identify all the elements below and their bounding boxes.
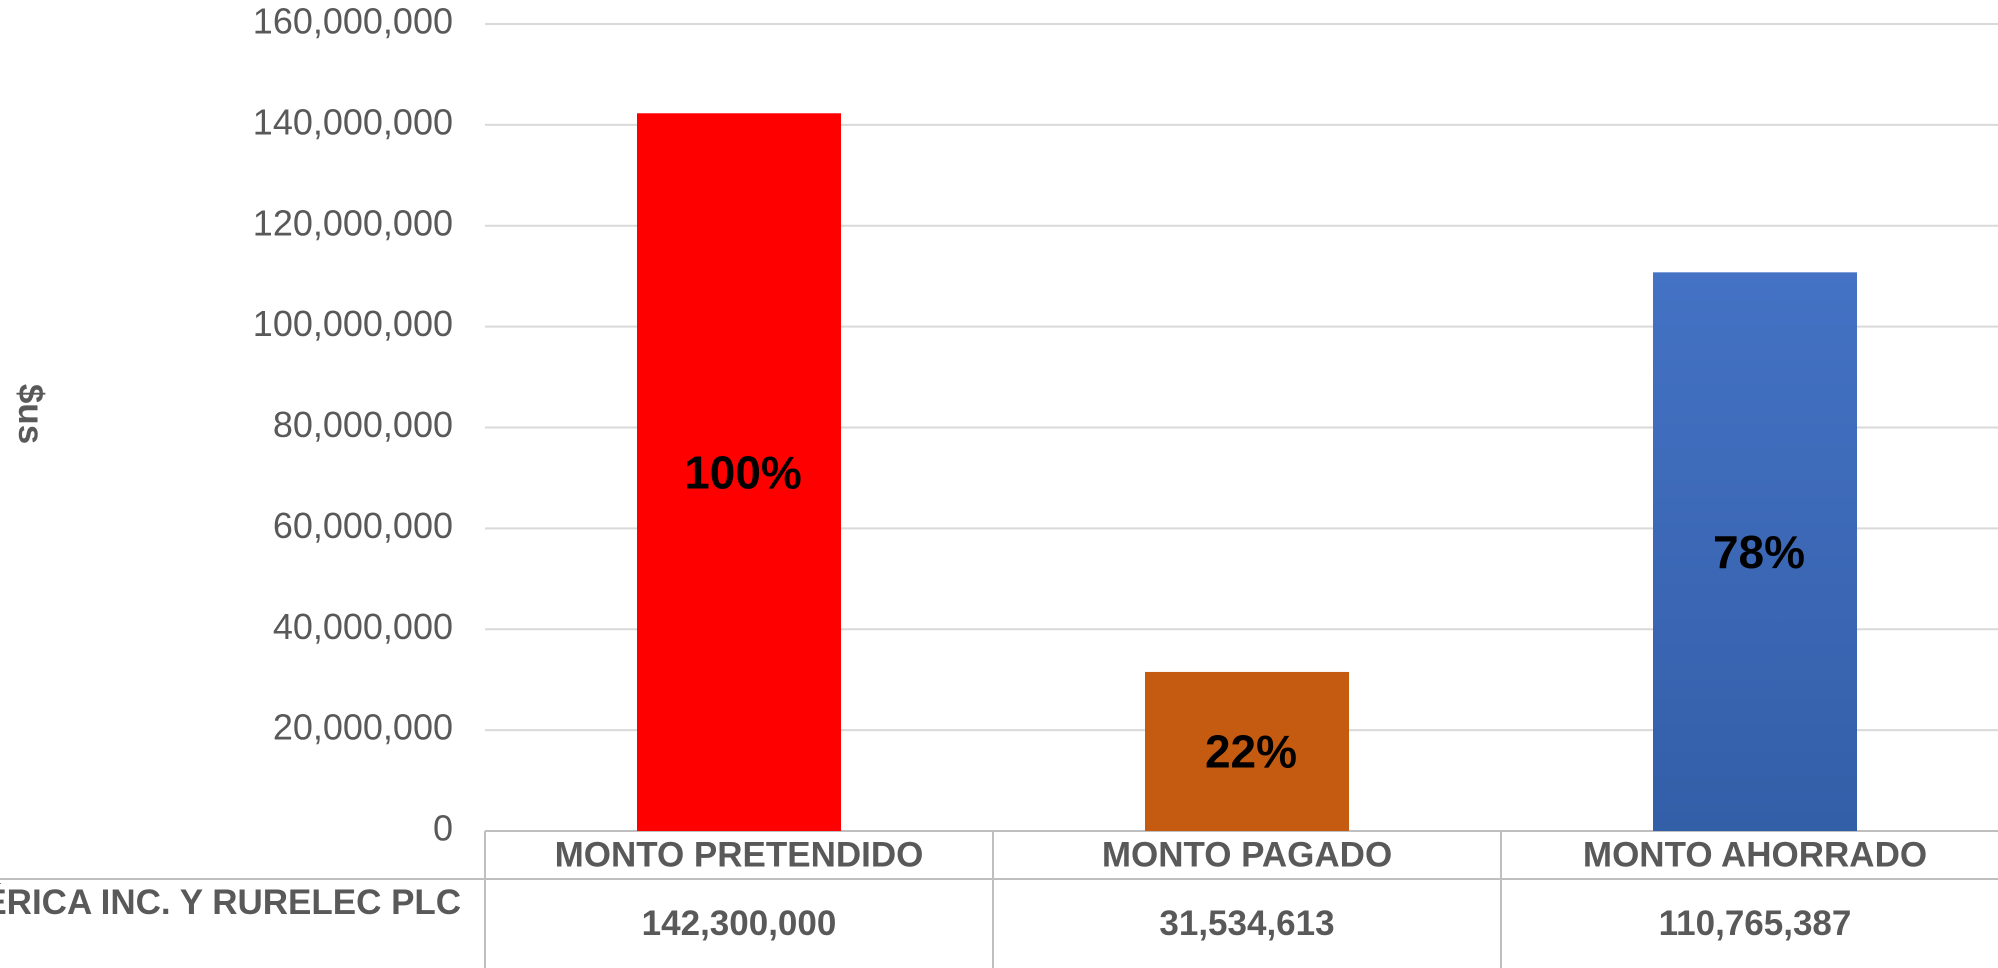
y-axis-label: $us bbox=[11, 384, 50, 444]
y-tick-label: 20,000,000 bbox=[273, 707, 453, 748]
percent-label: 100% bbox=[684, 446, 802, 498]
table-value: 31,534,613 bbox=[1159, 904, 1334, 943]
y-tick-label: 40,000,000 bbox=[273, 606, 453, 647]
percent-label: 22% bbox=[1205, 726, 1297, 778]
table-value: 142,300,000 bbox=[642, 904, 837, 943]
bar bbox=[1653, 272, 1857, 831]
series-name: AMÉRICA INC. Y RURELEC PLC bbox=[0, 883, 462, 922]
y-tick-label: 160,000,000 bbox=[253, 1, 453, 42]
table-value: 110,765,387 bbox=[1659, 904, 1852, 943]
category-label: MONTO PRETENDIDO bbox=[555, 835, 924, 874]
bar bbox=[1145, 671, 1349, 831]
percent-label: 78% bbox=[1713, 526, 1805, 578]
category-label: MONTO AHORRADO bbox=[1583, 835, 1927, 874]
y-tick-label: 120,000,000 bbox=[253, 202, 453, 243]
y-tick-label: 140,000,000 bbox=[253, 101, 453, 142]
bar bbox=[637, 113, 841, 832]
y-tick-label: 60,000,000 bbox=[273, 505, 453, 546]
y-tick-label: 80,000,000 bbox=[273, 404, 453, 445]
series-name-box: AMÉRICA INC. Y RURELEC PLC bbox=[0, 883, 462, 922]
y-tick-label: 0 bbox=[433, 808, 453, 849]
category-label: MONTO PAGADO bbox=[1102, 835, 1392, 874]
y-tick-label: 100,000,000 bbox=[253, 303, 453, 344]
